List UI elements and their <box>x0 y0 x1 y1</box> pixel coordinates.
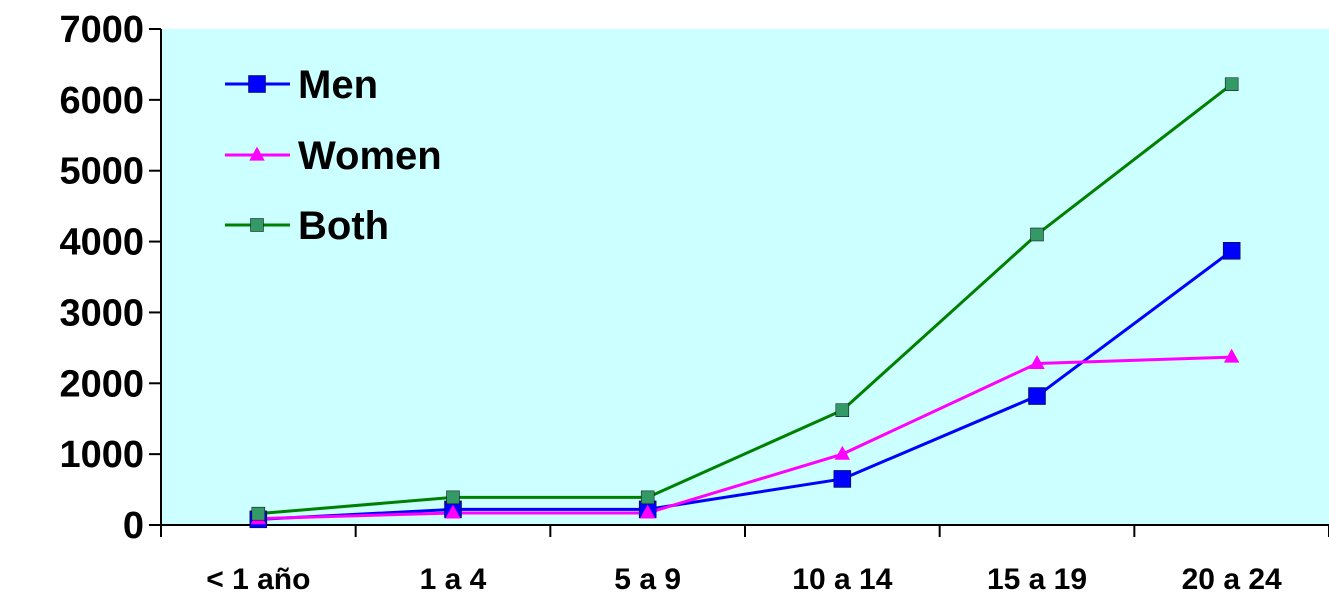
x-tick-label: 1 a 4 <box>420 563 487 596</box>
legend-marker-men <box>248 75 266 93</box>
y-tick-label: 4000 <box>59 222 144 264</box>
y-tick-label: 1000 <box>59 434 144 476</box>
legend-label-women: Women <box>298 134 442 178</box>
data-point-women <box>445 504 461 519</box>
series-line-both <box>258 83 1233 516</box>
x-axis-ticks: < 1 año 1 a 4 5 a 9 10 a 14 15 a 19 20 a 24 <box>160 525 1329 596</box>
series-markers <box>249 77 1241 529</box>
x-tick-label: 10 a 14 <box>792 563 892 596</box>
x-tick-label: 20 a 24 <box>1182 563 1282 596</box>
data-point-men <box>833 470 852 488</box>
y-tick-label: 2000 <box>59 363 144 405</box>
x-tick-label: < 1 año <box>206 563 310 596</box>
legend-marker-both <box>250 218 264 232</box>
data-point-women <box>639 504 656 519</box>
data-point-both <box>640 490 655 505</box>
data-point-both <box>835 403 850 417</box>
legend: Men Women Both <box>225 63 442 248</box>
data-point-women <box>1223 348 1240 363</box>
x-tick-label: 5 a 9 <box>614 563 681 596</box>
data-point-both <box>1224 77 1239 92</box>
legend-marker-women <box>249 146 265 161</box>
legend-label-both: Both <box>298 204 389 248</box>
data-point-men <box>1222 242 1241 260</box>
y-tick-label: 7000 <box>59 9 144 51</box>
plot-area <box>161 29 1329 525</box>
y-tick-label: 3000 <box>59 292 144 334</box>
data-point-women <box>834 445 851 460</box>
y-tick-label: 0 <box>123 505 144 547</box>
legend-label-men: Men <box>298 63 378 107</box>
y-tick-label: 6000 <box>59 80 144 122</box>
series-line-women <box>258 355 1232 521</box>
series-line-men <box>258 249 1233 521</box>
data-point-both <box>1030 227 1044 242</box>
data-point-both <box>446 490 460 505</box>
data-point-both <box>251 506 266 521</box>
data-point-women <box>1029 355 1045 370</box>
series-lines <box>258 83 1233 521</box>
x-tick-label: 15 a 19 <box>987 563 1087 596</box>
y-axis-ticks: 0 1000 2000 3000 4000 5000 6000 7000 <box>59 9 161 547</box>
data-point-men <box>1028 387 1046 405</box>
y-tick-label: 5000 <box>59 151 144 193</box>
